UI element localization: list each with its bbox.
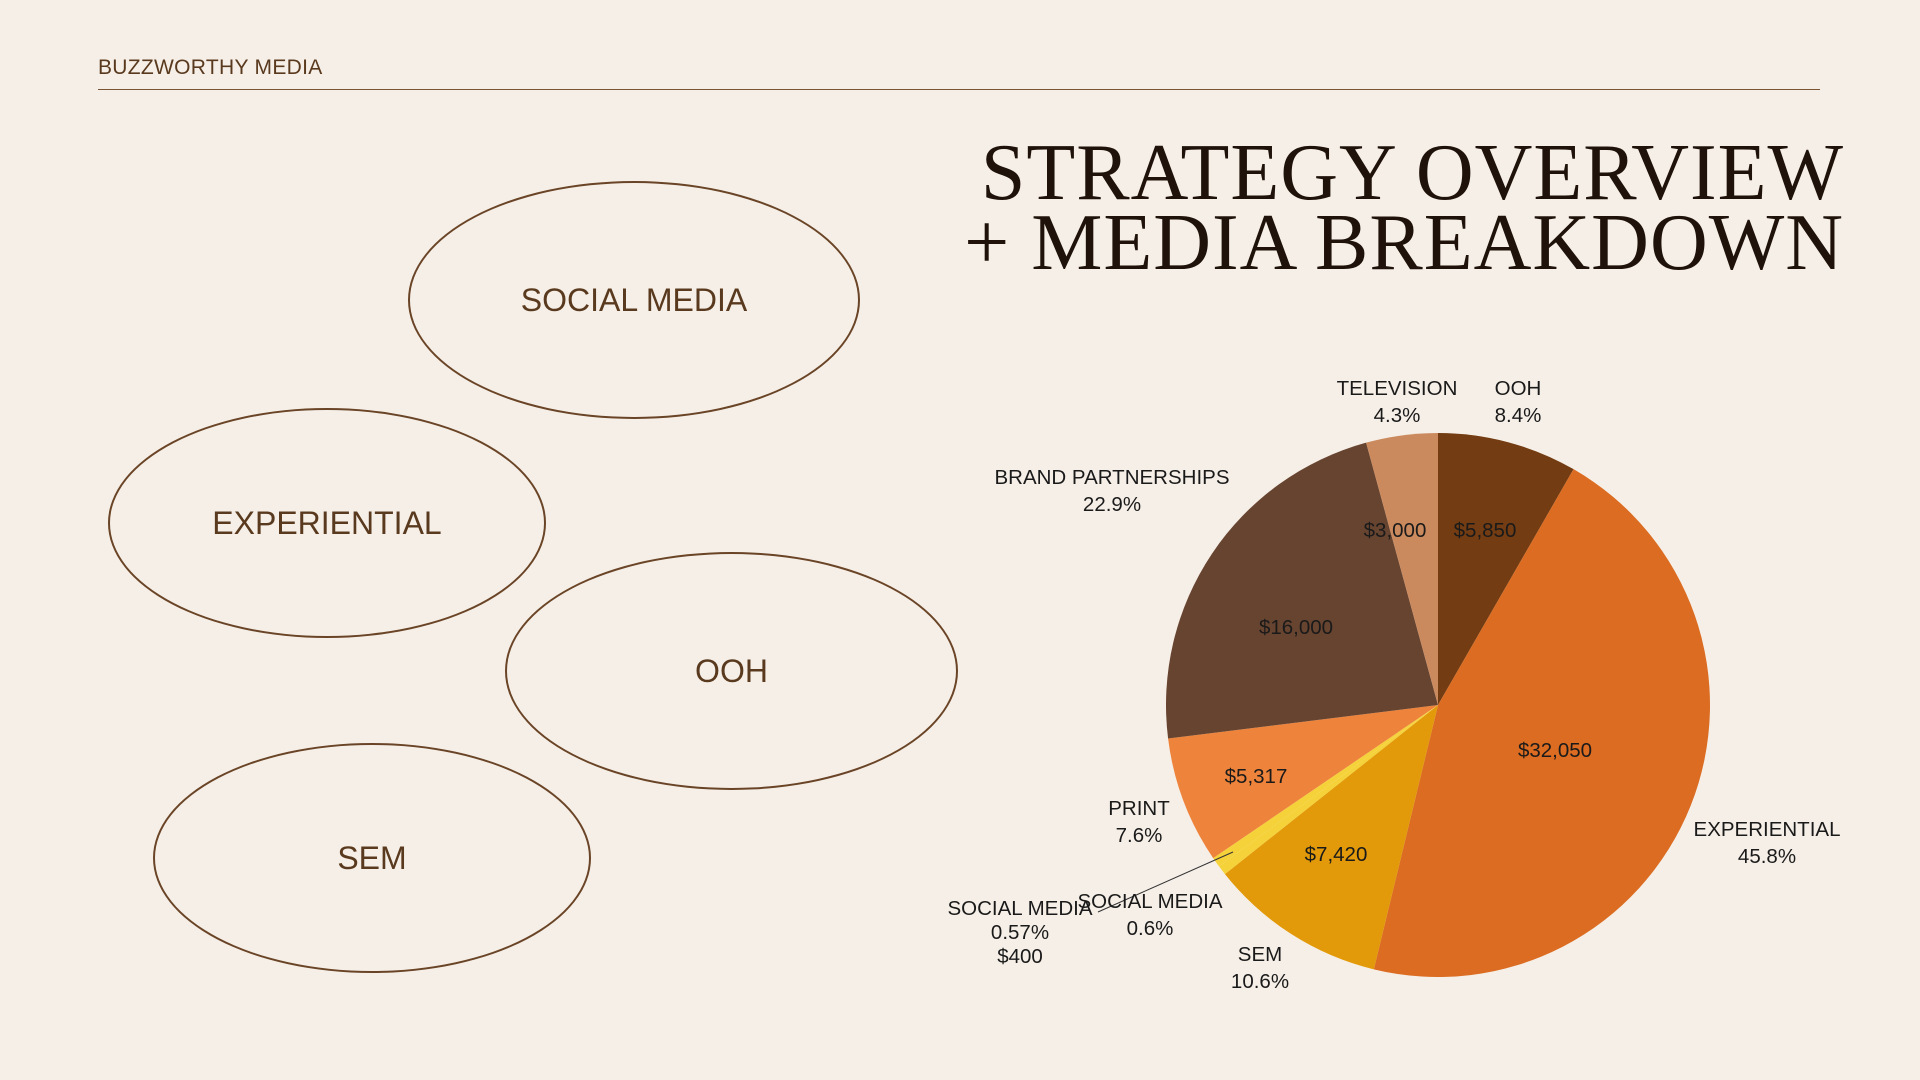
slice-name-television-7: TELEVISION (1337, 377, 1458, 400)
pie-slice-social-media-3 (1219, 705, 1438, 875)
oval-ooh: OOH (505, 552, 958, 790)
slice-percent-ooh-0: 8.4% (1495, 404, 1542, 427)
slice-value-brand-partnerships-6: $16,000 (1259, 616, 1333, 639)
page-title: STRATEGY OVERVIEW + MEDIA BREAKDOWN (844, 129, 1844, 287)
slice-percent-television-7: 4.3% (1374, 404, 1421, 427)
slice-name-experiential-1: EXPERIENTIAL (1694, 818, 1841, 841)
oval-experiential: EXPERIENTIAL (108, 408, 546, 638)
leader-line-social-media-3 (1097, 851, 1234, 913)
pie-slice-experiential-1 (1373, 469, 1710, 977)
pie-slice-sem-2 (1224, 705, 1438, 970)
slice-percent-brand-partnerships-6: 22.9% (1083, 493, 1141, 516)
slice-name-social-media-4: SOCIAL MEDIA (1077, 890, 1222, 913)
header-divider (98, 89, 1820, 90)
pie-slices (1166, 433, 1710, 977)
slice-name-sem-2: SEM (1238, 943, 1282, 966)
pie-slice-ooh-0 (1438, 433, 1574, 705)
title-line-2: + MEDIA BREAKDOWN (964, 199, 1844, 287)
pie-slice-brand-partnerships-6 (1166, 442, 1438, 739)
slice-value-television-7: $3,000 (1364, 519, 1427, 542)
slice-percent-social-media-4: 0.6% (1127, 917, 1174, 940)
slice-value-social-media-3: $400 (997, 945, 1043, 968)
slice-percent-print-5: 7.6% (1116, 824, 1163, 847)
slice-percent-experiential-1: 45.8% (1738, 845, 1796, 868)
slice-value-experiential-1: $32,050 (1518, 739, 1592, 762)
oval-sem: SEM (153, 743, 591, 973)
slice-name-social-media-3: SOCIAL MEDIA (947, 897, 1092, 920)
slice-percent-social-media-3: 0.57% (991, 921, 1049, 944)
pie-slice-television-7 (1366, 433, 1438, 705)
pie-slice-social-media-4 (1213, 705, 1438, 867)
slice-name-print-5: PRINT (1108, 797, 1170, 820)
slice-percent-sem-2: 10.6% (1231, 970, 1289, 993)
slice-name-brand-partnerships-6: BRAND PARTNERSHIPS (994, 466, 1229, 489)
brand-name: BUZZWORTHY MEDIA (98, 56, 323, 79)
oval-social-media: SOCIAL MEDIA (408, 181, 860, 419)
slice-value-sem-2: $7,420 (1305, 843, 1368, 866)
slice-value-ooh-0: $5,850 (1454, 519, 1517, 542)
slice-value-print-5: $5,317 (1225, 765, 1288, 788)
slice-name-ooh-0: OOH (1495, 377, 1542, 400)
pie-slice-print-5 (1168, 705, 1438, 859)
title-line-1: STRATEGY OVERVIEW (980, 129, 1844, 217)
